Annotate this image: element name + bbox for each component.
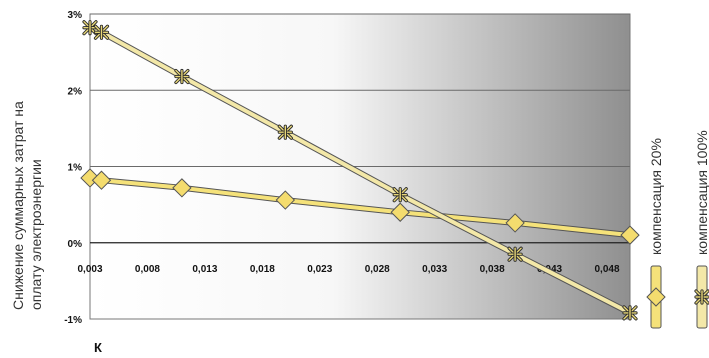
series-group <box>80 20 640 321</box>
x-tick-label: 0,033 <box>422 264 447 275</box>
diamond-marker <box>275 190 296 210</box>
x-tick-label: 0,038 <box>480 264 505 275</box>
x-tick-label: 0,048 <box>595 264 620 275</box>
asterisk-marker <box>174 68 190 85</box>
y-axis-title: оплату электроэнергии <box>28 159 44 310</box>
asterisk-marker <box>622 305 638 321</box>
y-tick-label: 0% <box>68 239 83 250</box>
legend-marker <box>694 289 709 305</box>
y-tick-label: -1% <box>64 315 82 326</box>
y-axis-title: Снижение суммарных затрат на <box>10 101 26 310</box>
y-axis-title-line2: оплату электроэнергии <box>28 159 44 310</box>
diamond-marker <box>172 178 192 198</box>
x-tick-label: 0,018 <box>250 264 275 275</box>
x-tick-label: 0,013 <box>192 264 217 275</box>
diamond-marker <box>620 225 640 245</box>
y-tick-label: 2% <box>68 86 83 97</box>
diamond-marker <box>91 170 112 190</box>
asterisk-marker <box>93 24 110 40</box>
legend-label: компенсация 100% <box>694 130 709 255</box>
diamond-marker <box>505 213 525 233</box>
x-tick-label: 0,003 <box>77 264 102 275</box>
legend: компенсация 20% компенсация 100% <box>646 130 709 329</box>
legend-label: компенсация 20% <box>648 138 664 255</box>
y-tick-label: 1% <box>68 163 83 174</box>
asterisk-marker <box>392 187 408 203</box>
asterisk-marker <box>507 246 523 262</box>
x-axis-title: К <box>94 340 102 355</box>
x-tick-label: 0,008 <box>135 264 160 275</box>
legend-marker <box>646 287 666 307</box>
asterisk-marker <box>277 124 293 140</box>
y-axis-title-line1: Снижение суммарных затрат на <box>10 101 26 310</box>
gridlines <box>90 13 630 244</box>
y-tick-label: 3% <box>68 10 83 21</box>
x-tick-label: 0,028 <box>365 264 390 275</box>
x-tick-label: 0,023 <box>307 264 332 275</box>
diamond-marker <box>390 202 410 222</box>
